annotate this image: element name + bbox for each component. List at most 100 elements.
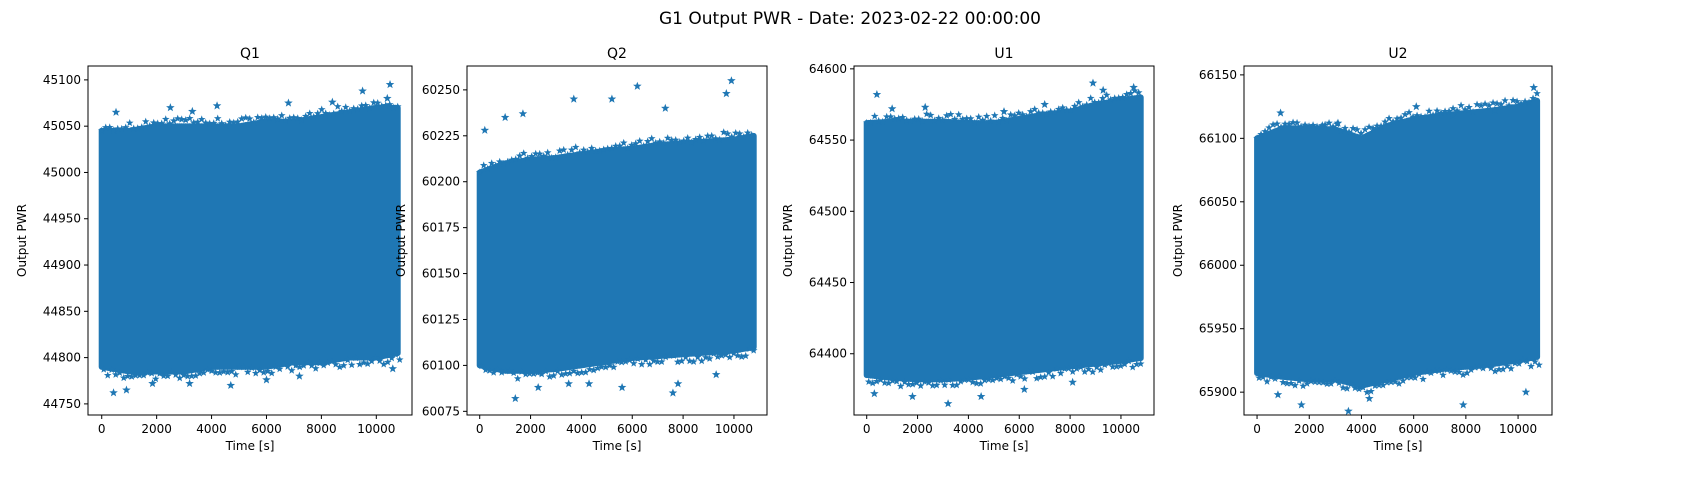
data-point bbox=[862, 118, 871, 127]
data-point bbox=[1335, 378, 1343, 387]
data-point bbox=[1000, 372, 1009, 380]
data-point bbox=[201, 118, 210, 127]
data-point bbox=[735, 129, 744, 137]
data-point bbox=[1473, 100, 1481, 108]
y-tick-label: 64550 bbox=[809, 133, 847, 147]
data-point bbox=[950, 115, 959, 123]
x-tick-label: 2000 bbox=[141, 422, 172, 436]
data-point bbox=[119, 373, 128, 382]
data-point bbox=[1006, 110, 1015, 118]
data-point bbox=[587, 144, 596, 152]
data-point bbox=[1136, 359, 1145, 368]
data-point bbox=[351, 354, 360, 362]
data-point bbox=[1443, 365, 1451, 374]
data-point bbox=[904, 380, 913, 388]
data-point bbox=[940, 381, 949, 389]
data-point bbox=[229, 118, 238, 127]
data-point bbox=[1104, 359, 1113, 367]
data-point bbox=[1048, 372, 1057, 380]
data-point bbox=[551, 153, 560, 161]
data-point bbox=[107, 365, 116, 374]
data-point bbox=[721, 350, 730, 359]
data-point bbox=[361, 101, 370, 109]
data-point bbox=[1090, 98, 1099, 106]
y-tick-label: 66100 bbox=[1199, 131, 1237, 145]
data-point bbox=[916, 381, 925, 389]
data-point bbox=[333, 102, 342, 110]
data-point bbox=[1319, 378, 1327, 386]
data-point bbox=[1479, 364, 1487, 372]
data-point bbox=[675, 138, 684, 146]
subplot-title: Q1 bbox=[240, 46, 260, 62]
data-point bbox=[171, 370, 180, 379]
data-point bbox=[1118, 93, 1127, 101]
y-tick-label: 66050 bbox=[1199, 195, 1237, 209]
data-point bbox=[1451, 367, 1459, 376]
data-point bbox=[894, 114, 903, 122]
subplot-q2: 0 2000 4000 6000 8000 10000 60075 60100 60125 601… bbox=[394, 46, 768, 453]
data-point bbox=[289, 113, 298, 121]
data-point bbox=[657, 357, 666, 366]
data-point bbox=[713, 352, 722, 361]
data-point bbox=[870, 389, 879, 398]
data-point bbox=[227, 367, 236, 375]
data-point bbox=[621, 357, 630, 365]
data-point bbox=[553, 367, 562, 375]
data-point bbox=[639, 142, 648, 150]
data-point bbox=[1098, 94, 1107, 102]
data-point bbox=[1339, 383, 1347, 392]
data-point bbox=[513, 374, 522, 382]
data-point bbox=[211, 368, 220, 376]
data-point bbox=[1273, 390, 1283, 399]
data-point bbox=[1439, 371, 1447, 379]
x-tick-label: 4000 bbox=[566, 422, 597, 436]
data-point bbox=[1313, 122, 1321, 130]
data-point bbox=[241, 113, 250, 121]
data-point bbox=[1275, 372, 1283, 381]
y-axis-label: Output PWR bbox=[15, 204, 29, 277]
data-point bbox=[595, 146, 604, 155]
data-point bbox=[487, 159, 496, 167]
subplots: 0 2000 4000 6000 8000 10000 44750 44800 44850 449… bbox=[15, 46, 1553, 453]
data-point bbox=[297, 115, 306, 124]
data-point bbox=[1016, 372, 1025, 380]
data-point bbox=[938, 115, 947, 124]
data-point bbox=[375, 356, 384, 365]
data-point bbox=[1429, 111, 1437, 119]
data-point bbox=[960, 375, 969, 384]
data-point bbox=[315, 359, 324, 367]
subplot-title: U1 bbox=[994, 46, 1013, 62]
data-point bbox=[195, 369, 204, 377]
data-point bbox=[1397, 113, 1405, 122]
y-tick-label: 44750 bbox=[43, 397, 81, 411]
y-tick-label: 60175 bbox=[422, 221, 460, 235]
data-point bbox=[519, 149, 528, 157]
data-point bbox=[1458, 400, 1468, 409]
y-tick-label: 64400 bbox=[809, 347, 847, 361]
data-point bbox=[701, 353, 710, 361]
data-point bbox=[1108, 362, 1117, 371]
data-point bbox=[623, 144, 632, 152]
data-point bbox=[1273, 119, 1281, 128]
data-point bbox=[1413, 111, 1421, 119]
data-point bbox=[944, 375, 953, 384]
data-point bbox=[725, 353, 734, 361]
data-point bbox=[1128, 363, 1137, 371]
data-point bbox=[283, 362, 292, 370]
data-point bbox=[213, 114, 222, 122]
data-point bbox=[345, 106, 354, 115]
x-tick-label: 0 bbox=[476, 422, 484, 436]
data-point bbox=[1361, 125, 1369, 133]
data-point bbox=[373, 98, 382, 107]
data-point bbox=[129, 124, 138, 132]
data-point bbox=[972, 379, 981, 387]
data-point bbox=[643, 137, 652, 145]
data-point bbox=[898, 113, 907, 121]
data-point bbox=[1453, 106, 1461, 114]
data-point bbox=[515, 151, 524, 160]
data-point bbox=[1030, 105, 1039, 113]
data-point bbox=[579, 146, 588, 154]
data-point bbox=[659, 138, 668, 147]
data-point bbox=[695, 133, 704, 141]
